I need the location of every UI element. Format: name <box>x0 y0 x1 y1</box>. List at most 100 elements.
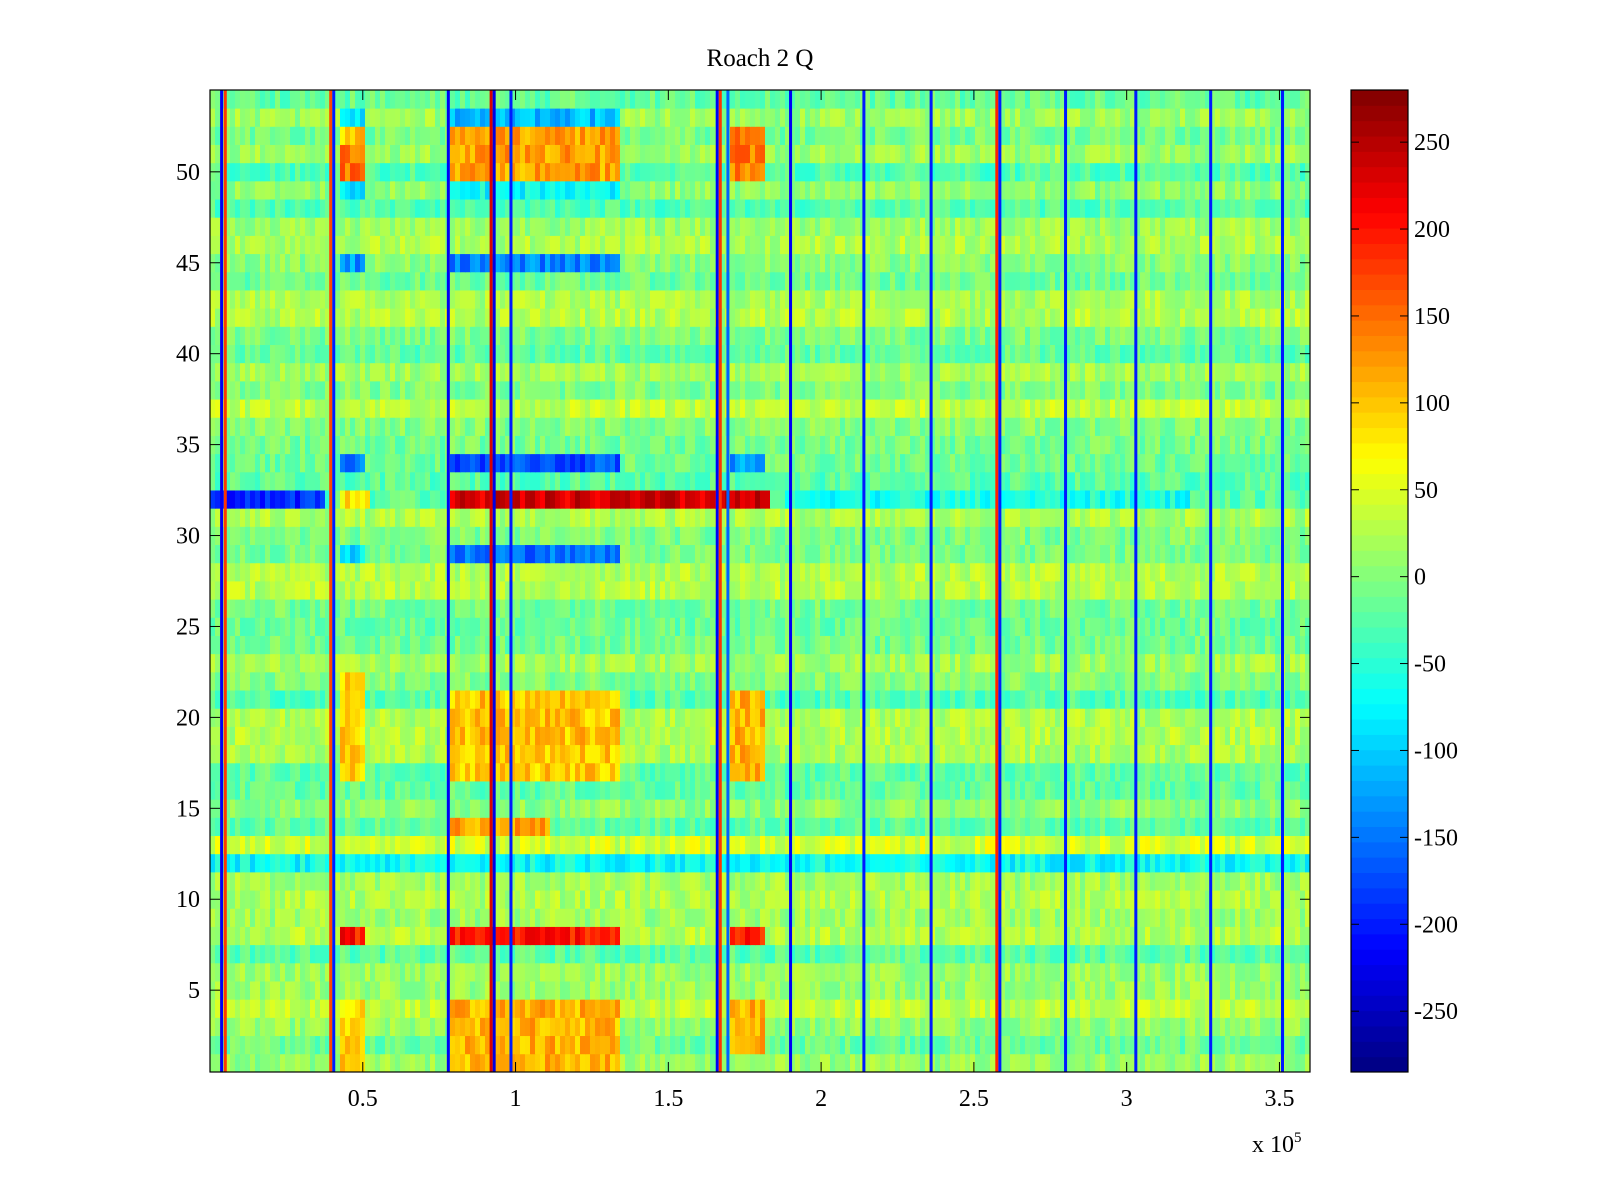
heatmap-cell <box>945 962 951 982</box>
heatmap-cell <box>1160 781 1166 800</box>
heatmap-cell <box>1205 1053 1211 1072</box>
heatmap-cell <box>1225 944 1231 964</box>
heatmap-cell <box>260 1053 266 1072</box>
heatmap-cell <box>780 908 786 927</box>
heatmap-cell <box>450 744 456 764</box>
heatmap-cell <box>295 871 301 891</box>
heatmap-cell <box>895 708 901 727</box>
heatmap-cell <box>245 890 251 909</box>
heatmap-cell <box>410 708 416 727</box>
heatmap-cell <box>375 690 381 709</box>
heatmap-cell <box>945 981 951 1000</box>
heatmap-cell <box>320 799 326 818</box>
heatmap-cell <box>690 1035 696 1055</box>
heatmap-cell <box>475 1017 481 1037</box>
heatmap-cell <box>1080 835 1086 855</box>
heatmap-cell <box>505 944 511 964</box>
heatmap-cell <box>375 853 381 873</box>
heatmap-cell <box>555 1053 561 1072</box>
heatmap-cell <box>1250 1035 1256 1055</box>
heatmap-cell <box>1195 690 1201 709</box>
heatmap-cell <box>465 908 471 927</box>
heatmap-cell <box>290 926 296 946</box>
heatmap-cell <box>1000 726 1006 746</box>
heatmap-cell <box>675 762 681 782</box>
heatmap-cell <box>620 671 626 691</box>
heatmap-cell <box>1140 1017 1146 1037</box>
heatmap-cell <box>520 853 526 873</box>
heatmap-cell <box>390 726 396 746</box>
heatmap-cell <box>650 653 656 673</box>
heatmap-cell <box>375 817 381 836</box>
heatmap-cell <box>525 890 531 909</box>
heatmap-cell <box>590 1017 596 1037</box>
heatmap-cell <box>610 762 616 782</box>
heatmap-cell <box>1215 817 1221 836</box>
heatmap-cell <box>825 835 831 855</box>
heatmap-cell <box>695 853 701 873</box>
heatmap-cell <box>375 999 381 1018</box>
heatmap-cell <box>780 1017 786 1037</box>
heatmap-cell <box>575 762 581 782</box>
heatmap-cell <box>480 926 486 946</box>
heatmap-cell <box>435 690 441 709</box>
heatmap-cell <box>1265 817 1271 836</box>
heatmap-cell <box>900 653 906 673</box>
heatmap-cell <box>650 690 656 709</box>
heatmap-cell <box>815 781 821 800</box>
heatmap-cell <box>1135 835 1141 855</box>
heatmap-cell <box>1220 744 1226 764</box>
heatmap-cell <box>1220 781 1226 800</box>
heatmap-cell <box>935 853 941 873</box>
heatmap-cell <box>635 871 641 891</box>
heatmap-cell <box>1045 853 1051 873</box>
heatmap-cell <box>625 871 631 891</box>
heatmap-cell <box>1060 835 1066 855</box>
heatmap-cell <box>505 908 511 927</box>
heatmap-cell <box>385 944 391 964</box>
heatmap-cell <box>395 708 401 727</box>
heatmap-cell <box>1190 781 1196 800</box>
heatmap-cell <box>720 1053 726 1072</box>
heatmap-cell <box>965 1017 971 1037</box>
heatmap-cell <box>690 762 696 782</box>
heatmap-cell <box>455 690 461 709</box>
heatmap-cell <box>1235 799 1241 818</box>
heatmap-cell <box>400 871 406 891</box>
heatmap-cell <box>570 944 576 964</box>
heatmap-cell <box>250 890 256 909</box>
heatmap-cell <box>775 835 781 855</box>
heatmap-cell <box>1145 999 1151 1018</box>
heatmap-cell <box>540 817 546 836</box>
heatmap-cell <box>970 871 976 891</box>
heatmap-cell <box>215 908 221 927</box>
heatmap-cell <box>1190 871 1196 891</box>
heatmap-cell <box>520 926 526 946</box>
heatmap-cell <box>1085 762 1091 782</box>
heatmap-cell <box>365 908 371 927</box>
heatmap-cell <box>435 708 441 727</box>
heatmap-cell <box>1300 1017 1306 1037</box>
heatmap-cell <box>1035 726 1041 746</box>
heatmap-cell <box>835 926 841 946</box>
heatmap-cell <box>845 871 851 891</box>
heatmap-cell <box>440 999 446 1018</box>
heatmap-cell <box>1135 890 1141 909</box>
heatmap-cell <box>775 690 781 709</box>
heatmap-cell <box>625 853 631 873</box>
heatmap-cell <box>500 744 506 764</box>
heatmap-cell <box>815 744 821 764</box>
heatmap-cell <box>830 853 836 873</box>
heatmap-cell <box>950 671 956 691</box>
heatmap-cell <box>975 744 981 764</box>
heatmap-cell <box>290 1035 296 1055</box>
heatmap-cell <box>680 835 686 855</box>
heatmap-cell <box>750 690 756 709</box>
heatmap-cell <box>665 726 671 746</box>
heatmap-cell <box>1060 1053 1066 1072</box>
heatmap-cell <box>1145 762 1151 782</box>
heatmap-cell <box>425 690 431 709</box>
heatmap-cell <box>1195 744 1201 764</box>
heatmap-cell <box>1275 999 1281 1018</box>
heatmap-cell <box>825 799 831 818</box>
